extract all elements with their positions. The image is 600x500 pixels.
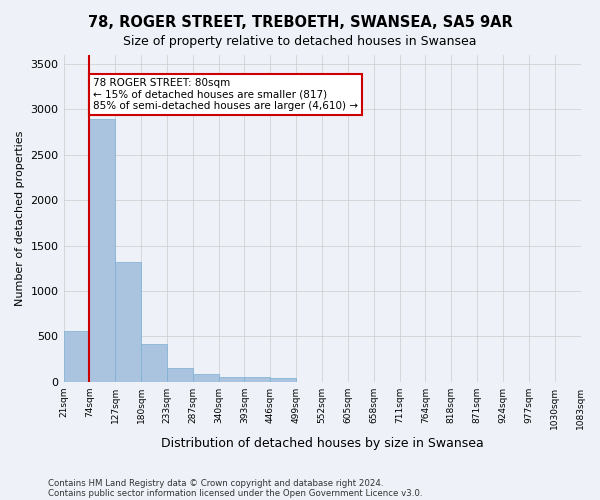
Bar	[244, 378, 271, 382]
Bar	[167, 368, 193, 382]
Bar	[141, 344, 167, 382]
X-axis label: Distribution of detached houses by size in Swansea: Distribution of detached houses by size …	[161, 437, 484, 450]
Text: Contains HM Land Registry data © Crown copyright and database right 2024.: Contains HM Land Registry data © Crown c…	[48, 478, 383, 488]
Text: 78 ROGER STREET: 80sqm
← 15% of detached houses are smaller (817)
85% of semi-de: 78 ROGER STREET: 80sqm ← 15% of detached…	[93, 78, 358, 111]
Bar	[115, 262, 141, 382]
Bar	[271, 378, 296, 382]
Bar	[89, 118, 115, 382]
Bar	[193, 374, 218, 382]
Y-axis label: Number of detached properties: Number of detached properties	[15, 130, 25, 306]
Bar	[218, 376, 244, 382]
Text: 78, ROGER STREET, TREBOETH, SWANSEA, SA5 9AR: 78, ROGER STREET, TREBOETH, SWANSEA, SA5…	[88, 15, 512, 30]
Bar	[64, 331, 89, 382]
Text: Contains public sector information licensed under the Open Government Licence v3: Contains public sector information licen…	[48, 488, 422, 498]
Text: Size of property relative to detached houses in Swansea: Size of property relative to detached ho…	[123, 35, 477, 48]
